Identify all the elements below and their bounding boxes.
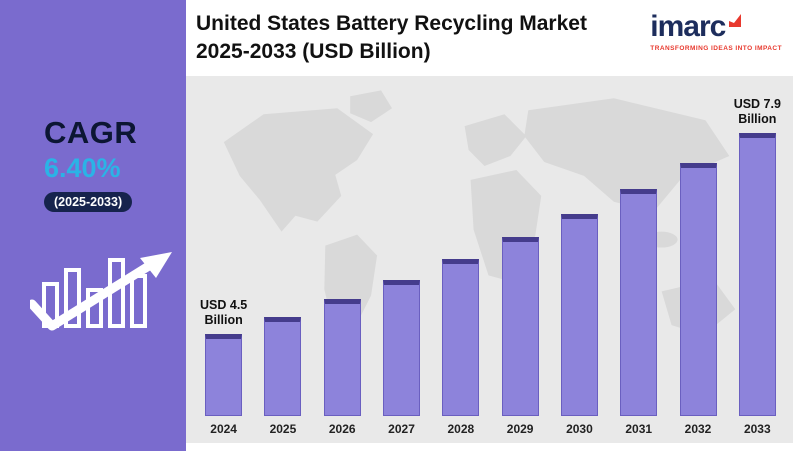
header: United States Battery Recycling Market 2… [186, 0, 800, 76]
bar-column: 2028 [432, 259, 490, 437]
bar-2027 [383, 280, 421, 416]
x-axis-label: 2027 [388, 422, 415, 436]
title-line-1: United States Battery Recycling Market [196, 12, 587, 35]
cagr-panel: CAGR 6.40% (2025-2033) [0, 0, 186, 451]
x-axis-label: 2026 [328, 422, 356, 436]
x-axis-label: 2030 [566, 422, 593, 436]
bar-chart: USD 4.5 Billion 2024 2025 2026 2027 2028 2029 2… [186, 76, 793, 443]
x-axis-label: 2024 [210, 422, 237, 436]
bar-2033 [738, 133, 776, 416]
x-axis-label: 2031 [625, 422, 653, 436]
bar-column: 2031 [610, 189, 668, 437]
bar-column: 2029 [491, 237, 549, 437]
bar-column: 2030 [550, 214, 608, 437]
bar-column: 2032 [669, 163, 727, 437]
bar-2031 [620, 189, 658, 416]
cagr-period-badge: (2025-2033) [44, 192, 133, 212]
bar-2029 [501, 237, 539, 416]
x-axis-label: 2025 [269, 422, 297, 436]
bar-2026 [323, 299, 361, 416]
cagr-label: CAGR [44, 115, 138, 150]
bar-2028 [442, 259, 480, 416]
page-title: United States Battery Recycling Market 2… [196, 10, 587, 67]
bar-2024 [205, 334, 243, 416]
title-line-2: 2025-2033 (USD Billion) [196, 40, 431, 64]
x-axis-label: 2032 [684, 422, 712, 436]
x-axis-label: 2028 [447, 422, 475, 436]
bar-column: 2026 [313, 299, 371, 437]
bar-column: USD 4.5 Billion 2024 [195, 298, 253, 437]
growth-chart-icon [30, 252, 172, 331]
value-annotation: USD 7.9 Billion [733, 96, 781, 127]
world-map-background [223, 90, 736, 338]
logo-wordmark: imarc [650, 10, 726, 43]
x-axis-label: 2029 [506, 422, 534, 436]
bar-column: USD 7.9 Billion 2033 [728, 97, 786, 437]
logo-arrow-icon [729, 14, 742, 27]
bar-2025 [264, 317, 302, 416]
value-annotation: USD 4.5 Billion [200, 297, 248, 328]
imarc-logo: imarc TRANSFORMING IDEAS INTO IMPACT [650, 10, 782, 53]
chart-panel: United States Battery Recycling Market 2… [186, 0, 800, 451]
bars-row: USD 4.5 Billion 2024 2025 2026 2027 2028 2029 2… [194, 97, 787, 437]
logo-tagline: TRANSFORMING IDEAS INTO IMPACT [650, 45, 782, 52]
cagr-value: 6.40% [44, 153, 121, 183]
x-axis-label: 2033 [743, 422, 771, 436]
bar-2030 [560, 214, 598, 416]
bar-2032 [679, 163, 717, 416]
bar-column: 2025 [254, 317, 312, 437]
bar-column: 2027 [373, 280, 431, 437]
